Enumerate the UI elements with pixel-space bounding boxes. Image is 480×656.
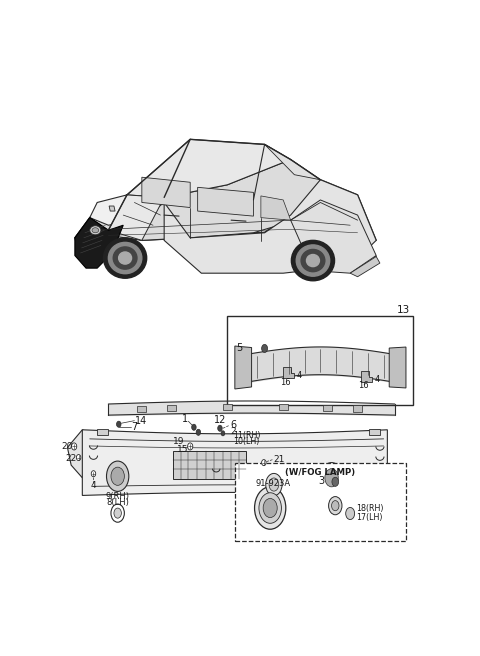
Circle shape: [346, 508, 355, 520]
Ellipse shape: [291, 240, 335, 281]
Text: 91-923A: 91-923A: [255, 479, 290, 488]
Ellipse shape: [108, 242, 142, 274]
Circle shape: [111, 504, 124, 522]
Circle shape: [114, 508, 121, 518]
Polygon shape: [389, 347, 406, 388]
Circle shape: [262, 460, 266, 466]
Polygon shape: [75, 218, 108, 266]
Bar: [223, 404, 232, 410]
Text: 16: 16: [358, 381, 369, 390]
Polygon shape: [361, 371, 372, 382]
Circle shape: [263, 499, 277, 518]
Ellipse shape: [307, 255, 319, 266]
Circle shape: [218, 425, 222, 431]
Text: 15: 15: [177, 445, 189, 455]
Bar: [235, 462, 406, 541]
Circle shape: [192, 424, 196, 430]
Circle shape: [188, 443, 193, 450]
Text: 20: 20: [61, 442, 72, 451]
Text: 1: 1: [181, 414, 188, 424]
Text: (W/FOG LAMP): (W/FOG LAMP): [285, 468, 356, 477]
Bar: [137, 406, 146, 412]
Text: 5: 5: [236, 344, 242, 354]
Text: 3: 3: [319, 476, 324, 486]
Text: 10(LH): 10(LH): [233, 437, 259, 446]
Circle shape: [196, 429, 201, 436]
Circle shape: [332, 501, 339, 511]
Text: 9(RH): 9(RH): [106, 493, 130, 501]
Polygon shape: [83, 430, 387, 495]
Ellipse shape: [301, 249, 325, 272]
Polygon shape: [127, 139, 290, 197]
Polygon shape: [67, 430, 97, 478]
Circle shape: [266, 474, 282, 496]
Polygon shape: [198, 188, 253, 216]
Bar: [353, 405, 362, 411]
Text: 7: 7: [132, 422, 138, 432]
Text: 22: 22: [66, 454, 77, 463]
Bar: [167, 405, 176, 411]
Polygon shape: [142, 177, 190, 207]
Circle shape: [325, 468, 338, 487]
Ellipse shape: [119, 252, 132, 264]
Circle shape: [329, 497, 342, 515]
Circle shape: [111, 467, 124, 485]
Text: 13: 13: [396, 304, 410, 315]
Ellipse shape: [113, 247, 137, 269]
Circle shape: [72, 443, 77, 450]
Circle shape: [254, 487, 286, 529]
Circle shape: [332, 478, 338, 486]
Polygon shape: [283, 367, 294, 379]
Text: 8(LH): 8(LH): [106, 497, 129, 506]
Circle shape: [269, 478, 279, 491]
Circle shape: [321, 462, 343, 493]
Text: 4: 4: [375, 375, 380, 384]
Text: 12: 12: [214, 415, 226, 426]
Text: 4: 4: [91, 482, 96, 490]
Polygon shape: [350, 256, 380, 277]
Circle shape: [91, 471, 96, 477]
Bar: [173, 451, 246, 479]
Polygon shape: [90, 195, 164, 225]
Text: 6: 6: [230, 420, 237, 430]
Bar: [228, 316, 413, 405]
Ellipse shape: [92, 228, 99, 233]
Circle shape: [76, 455, 81, 461]
Text: 14: 14: [135, 416, 147, 426]
Text: 18(RH): 18(RH): [356, 504, 383, 513]
Polygon shape: [261, 196, 290, 220]
Circle shape: [117, 421, 121, 427]
Bar: [97, 429, 108, 435]
Ellipse shape: [104, 238, 147, 278]
Circle shape: [259, 493, 281, 523]
Text: 11(RH): 11(RH): [233, 432, 261, 440]
Circle shape: [221, 431, 225, 436]
Circle shape: [107, 461, 129, 491]
Ellipse shape: [90, 226, 101, 235]
Polygon shape: [75, 218, 123, 268]
Text: 21: 21: [274, 455, 285, 464]
Polygon shape: [235, 346, 252, 389]
Ellipse shape: [296, 245, 330, 276]
Polygon shape: [108, 195, 164, 240]
Text: 2: 2: [230, 427, 236, 436]
Polygon shape: [290, 200, 376, 273]
Polygon shape: [164, 180, 376, 273]
Polygon shape: [109, 206, 115, 211]
Text: 19: 19: [173, 437, 185, 446]
Text: 4: 4: [297, 371, 302, 380]
Polygon shape: [86, 159, 321, 240]
Circle shape: [262, 344, 267, 352]
Bar: [279, 404, 288, 410]
Text: 17(LH): 17(LH): [356, 513, 382, 522]
Bar: [369, 429, 380, 435]
Bar: [324, 405, 332, 411]
Text: 16: 16: [280, 378, 290, 387]
Polygon shape: [264, 144, 321, 180]
